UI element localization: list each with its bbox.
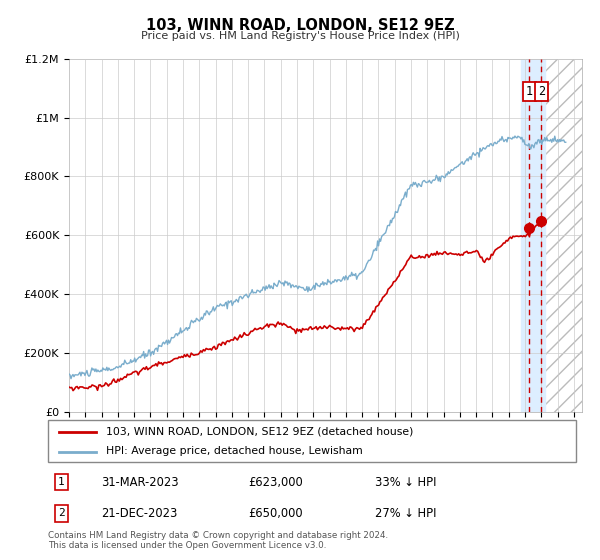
Text: HPI: Average price, detached house, Lewisham: HPI: Average price, detached house, Lewi… [106, 446, 363, 456]
Text: 2: 2 [538, 85, 545, 97]
Text: £650,000: £650,000 [248, 507, 303, 520]
Text: 1: 1 [526, 85, 533, 97]
Text: 31-MAR-2023: 31-MAR-2023 [101, 476, 178, 489]
Bar [521, 59, 545, 412]
Text: Price paid vs. HM Land Registry's House Price Index (HPI): Price paid vs. HM Land Registry's House … [140, 31, 460, 41]
Text: 33% ↓ HPI: 33% ↓ HPI [376, 476, 437, 489]
Text: 103, WINN ROAD, LONDON, SE12 9EZ: 103, WINN ROAD, LONDON, SE12 9EZ [146, 18, 454, 33]
Text: £623,000: £623,000 [248, 476, 304, 489]
Text: 21-DEC-2023: 21-DEC-2023 [101, 507, 177, 520]
Text: 103, WINN ROAD, LONDON, SE12 9EZ (detached house): 103, WINN ROAD, LONDON, SE12 9EZ (detach… [106, 427, 413, 437]
Text: 27% ↓ HPI: 27% ↓ HPI [376, 507, 437, 520]
Text: Contains HM Land Registry data © Crown copyright and database right 2024.
This d: Contains HM Land Registry data © Crown c… [48, 531, 388, 550]
FancyBboxPatch shape [48, 420, 576, 462]
Bar [545, 59, 582, 412]
Text: 2: 2 [58, 508, 65, 519]
Text: 1: 1 [58, 477, 65, 487]
